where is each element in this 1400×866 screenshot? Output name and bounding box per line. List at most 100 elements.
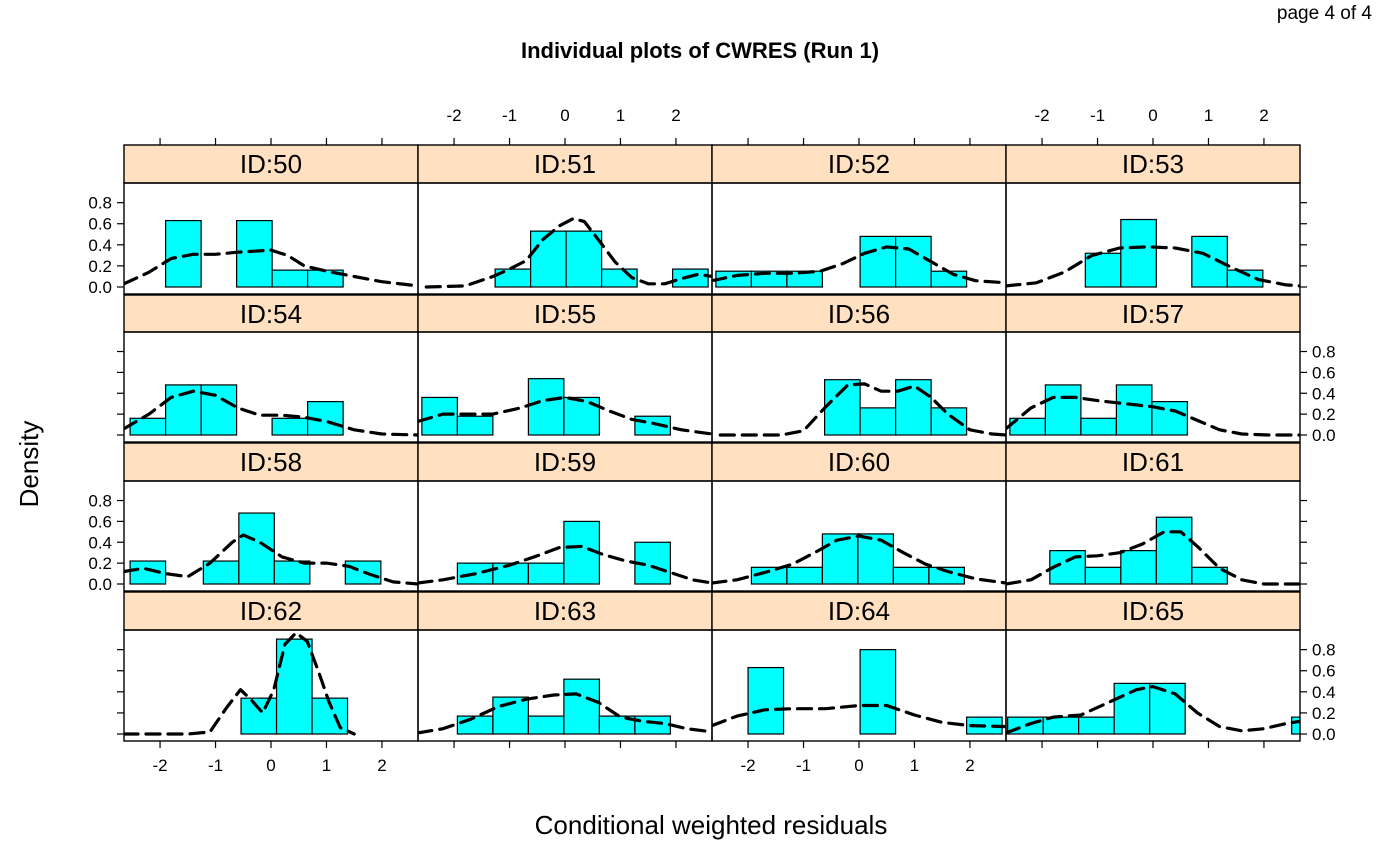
histogram-bar: [527, 715, 565, 735]
x-tick-label: 2: [377, 756, 386, 775]
panel-id-61: ID:61: [1005, 442, 1307, 592]
y-tick-label: 0.6: [88, 215, 112, 234]
y-tick-label: 0.6: [1312, 662, 1336, 681]
histogram-bar: [563, 678, 600, 735]
histogram-bars: [1009, 384, 1188, 436]
histogram-bars: [824, 379, 968, 436]
y-axis-label: Density: [14, 421, 44, 508]
strip-label: ID:65: [1122, 596, 1184, 626]
histogram-bar: [563, 396, 600, 436]
panel-id-65: ID:65 0.0 0.2 0.4 0.6 0.8: [1005, 591, 1336, 748]
strip-label: ID:50: [240, 149, 302, 179]
histogram-bar: [1080, 417, 1117, 436]
strip-bg: [711, 144, 1007, 184]
y-tick-label: 0.2: [88, 257, 112, 276]
histogram-bar: [527, 562, 565, 585]
histogram-bar: [236, 219, 273, 288]
strip-bg: [123, 442, 419, 482]
y-tick-label: 0.6: [1312, 363, 1336, 382]
histogram-bar: [456, 715, 494, 735]
y-tick-label: 0.4: [1312, 384, 1336, 403]
histogram-bar: [1078, 716, 1115, 735]
histogram-bar: [895, 235, 932, 288]
strip-label: ID:60: [828, 447, 890, 477]
density-curve: [712, 245, 1006, 285]
strip-label: ID:57: [1122, 299, 1184, 329]
panel-id-57: ID:57 0.0 0.2 0.4 0.60.8: [1005, 294, 1336, 445]
density-curve: [1006, 685, 1300, 735]
histogram-bar: [930, 407, 968, 436]
panel-border: [1005, 182, 1301, 295]
x-tick-label: -2: [1034, 106, 1049, 125]
density-curve: [418, 692, 712, 735]
density-curve: [418, 395, 712, 436]
panel-id-60: ID:60: [711, 442, 1007, 592]
density-curve: [1006, 245, 1300, 288]
histogram-bars: [456, 678, 671, 735]
histogram-bars: [1084, 218, 1264, 288]
histogram-bars: [1049, 516, 1228, 585]
x-tick-label: -2: [446, 106, 461, 125]
density-curve: [712, 703, 1006, 729]
density-curve: [418, 544, 712, 585]
density-curve: [718, 382, 1006, 437]
y-tick-label: 0.2: [1312, 704, 1336, 723]
y-tick-label: 0.0: [1312, 725, 1336, 744]
histogram-bars: [715, 235, 968, 288]
density-curve: [124, 248, 418, 288]
histogram-bar: [634, 715, 671, 735]
panel-id-64: ID:64 -2 -1 0 1 2: [711, 591, 1007, 775]
x-tick-label: -1: [796, 756, 811, 775]
x-tick-label: -1: [1090, 106, 1105, 125]
x-tick-label: 1: [1204, 106, 1213, 125]
page-indicator: page 4 of 4: [1277, 3, 1373, 24]
histogram-bars: [1007, 682, 1300, 735]
density-curve: [124, 631, 356, 736]
density-curve: [124, 533, 418, 586]
histogram-bar: [892, 566, 930, 585]
x-tick-label: 1: [910, 756, 919, 775]
histogram-bar: [1120, 218, 1157, 288]
panel-border: [1005, 480, 1301, 592]
y-tick-label: 0.8: [1312, 343, 1336, 362]
panel-id-50: ID:50 0.0 0.2 0.4 0.6 0.8: [88, 138, 419, 297]
strip-label: ID:51: [534, 149, 596, 179]
histogram-bar: [1044, 384, 1082, 436]
histogram-bars: [456, 520, 671, 585]
histogram-bar: [821, 533, 859, 585]
density-curve: [1006, 395, 1300, 437]
chart-title: Individual plots of CWRES (Run 1): [521, 38, 879, 63]
y-tick-label: 0.2: [88, 554, 112, 573]
panel-id-56: ID:56: [711, 294, 1007, 443]
histogram-bar: [456, 415, 494, 436]
strip-bg: [123, 591, 419, 631]
density-curve: [124, 389, 418, 437]
histogram-bars: [750, 533, 965, 585]
x-tick-label: 0: [560, 106, 569, 125]
histogram-bar: [859, 235, 897, 288]
histogram-bar: [240, 697, 278, 735]
strip-bg: [417, 144, 713, 184]
strip-bg: [1005, 294, 1301, 333]
strip-label: ID:64: [828, 596, 890, 626]
y-tick-label: 0.0: [1312, 426, 1336, 445]
histogram-bars: [129, 384, 344, 436]
strip-label: ID:55: [534, 299, 596, 329]
y-tick-label: 0.8: [88, 492, 112, 511]
histogram-bar: [1115, 384, 1153, 436]
histogram-bars: [421, 378, 671, 436]
histogram-bar: [824, 379, 861, 436]
histogram-bar: [857, 533, 894, 585]
density-curve: [712, 534, 1006, 585]
x-tick-label: -1: [208, 756, 223, 775]
strip-bg: [417, 442, 713, 482]
panel-border: [1005, 331, 1301, 443]
panel-id-53: ID:53 -2 -1 0 1 2: [1005, 106, 1307, 295]
x-tick-label: 0: [266, 756, 275, 775]
x-tick-label: 2: [1259, 106, 1268, 125]
panel-id-55: ID:55: [417, 294, 713, 443]
histogram-bar: [1084, 566, 1122, 585]
strip-label: ID:59: [534, 447, 596, 477]
histogram-bar: [672, 268, 709, 288]
